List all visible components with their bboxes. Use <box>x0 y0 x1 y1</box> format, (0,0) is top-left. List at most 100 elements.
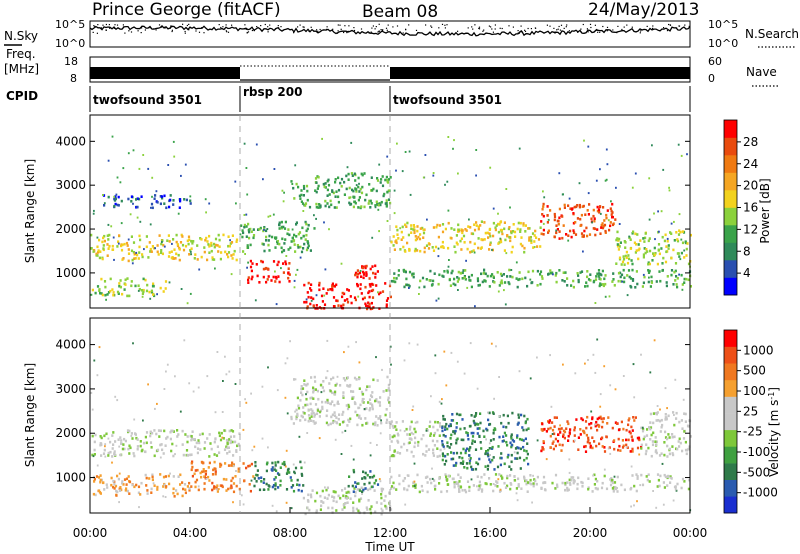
cell-region-4 <box>312 411 315 415</box>
cell-region-5 <box>365 506 368 509</box>
cell-scatter <box>630 505 632 508</box>
cell-region-7 <box>439 448 442 452</box>
cell-region-8 <box>500 240 503 244</box>
cell-region-7 <box>439 425 442 428</box>
cell-region-0 <box>192 240 195 243</box>
cell-region-8 <box>449 424 452 428</box>
cell-region-5 <box>373 489 376 492</box>
cell-region-1 <box>121 292 124 296</box>
cell-region-8 <box>473 440 476 443</box>
cell-region-3 <box>276 263 279 267</box>
cell-region-8 <box>441 458 444 462</box>
cell-region-7 <box>376 270 379 273</box>
velocity-xlabel: Time UT <box>364 540 415 554</box>
cell-scatter <box>493 397 495 400</box>
cell-region-1 <box>117 292 120 295</box>
cell-region-6 <box>351 174 354 177</box>
cell-region-4 <box>278 227 281 230</box>
cell-region-10 <box>587 213 590 216</box>
cell-region-8 <box>535 236 538 239</box>
cell-region-9 <box>524 276 527 280</box>
cell-scatter <box>337 403 340 405</box>
cell-scatter <box>561 193 564 196</box>
cell-region-10 <box>429 477 432 481</box>
cell-region-1 <box>148 290 151 294</box>
cell-region-10 <box>533 478 536 481</box>
cell-region-6 <box>351 484 354 488</box>
cell-region-4 <box>267 239 270 242</box>
cell-region-0 <box>203 447 206 450</box>
cell-region-6 <box>361 477 364 480</box>
cell-region-9 <box>630 435 633 438</box>
cell-region-10 <box>582 204 585 208</box>
colorbar-tick-label-1: 24 <box>743 157 758 171</box>
cell-region-4 <box>334 390 337 394</box>
cell-region-5 <box>366 304 369 308</box>
noise-search-point <box>97 24 99 26</box>
cell-region-0 <box>103 239 106 243</box>
cell-region-1 <box>122 483 125 486</box>
cell-scatter <box>165 370 167 373</box>
noise-search-point <box>274 28 277 30</box>
cell-scatter <box>132 342 134 345</box>
cell-region-4 <box>335 416 338 419</box>
cell-scatter <box>605 148 608 151</box>
cell-region-4 <box>299 245 302 249</box>
cell-region-3 <box>287 272 290 275</box>
cell-region-8 <box>488 411 491 415</box>
cell-region-9 <box>562 435 565 438</box>
cell-region-6 <box>369 199 372 203</box>
cell-region-8 <box>533 240 536 243</box>
cell-region-0 <box>152 246 155 250</box>
cell-region-4 <box>314 380 317 383</box>
cell-region-8 <box>406 221 409 225</box>
cell-scatter <box>156 293 158 296</box>
cell-region-8 <box>524 421 527 425</box>
cell-region-11 <box>684 448 688 452</box>
cell-scatter <box>137 289 140 292</box>
cell-region-9 <box>541 422 544 426</box>
cell-region-10 <box>596 487 599 491</box>
cell-region-3 <box>253 484 256 488</box>
cell-region-4 <box>361 393 364 396</box>
cell-scatter <box>118 472 121 475</box>
cell-scatter <box>138 506 140 509</box>
cell-region-0 <box>192 438 195 441</box>
cell-region-7 <box>392 426 395 429</box>
cell-scatter <box>242 503 245 506</box>
cell-region-8 <box>468 454 471 457</box>
cell-scatter <box>686 153 688 156</box>
cell-scatter <box>380 507 383 510</box>
cell-scatter <box>403 359 406 362</box>
cell-region-9 <box>670 269 674 272</box>
cell-scatter <box>138 167 141 170</box>
cell-region-9 <box>393 276 396 280</box>
cell-region-4 <box>296 244 299 247</box>
cell-region-4 <box>281 237 284 241</box>
cell-region-9 <box>553 425 556 428</box>
cell-scatter <box>408 342 411 345</box>
cell-region-5 <box>307 281 310 285</box>
cell-scatter <box>294 472 296 475</box>
cell-region-6 <box>366 473 369 477</box>
cell-scatter <box>115 193 118 196</box>
cell-region-9 <box>580 270 584 273</box>
cell-region-5 <box>369 285 372 288</box>
cell-scatter <box>621 280 623 283</box>
cell-region-5 <box>303 283 306 287</box>
cell-region-5 <box>366 307 369 311</box>
cell-scatter <box>281 189 284 192</box>
cell-region-8 <box>444 425 447 429</box>
cell-region-6 <box>324 199 327 203</box>
cell-region-1 <box>105 483 108 486</box>
cell-region-9 <box>628 275 631 279</box>
cell-scatter <box>666 407 668 410</box>
cell-region-8 <box>467 437 470 441</box>
cell-region-10 <box>572 212 575 215</box>
cell-region-8 <box>435 225 438 229</box>
cell-region-10 <box>663 486 666 489</box>
cell-region-6 <box>348 201 351 205</box>
cell-region-4 <box>380 421 383 425</box>
cell-scatter <box>610 200 612 203</box>
y-tick-label-2: 3000 <box>55 382 86 396</box>
